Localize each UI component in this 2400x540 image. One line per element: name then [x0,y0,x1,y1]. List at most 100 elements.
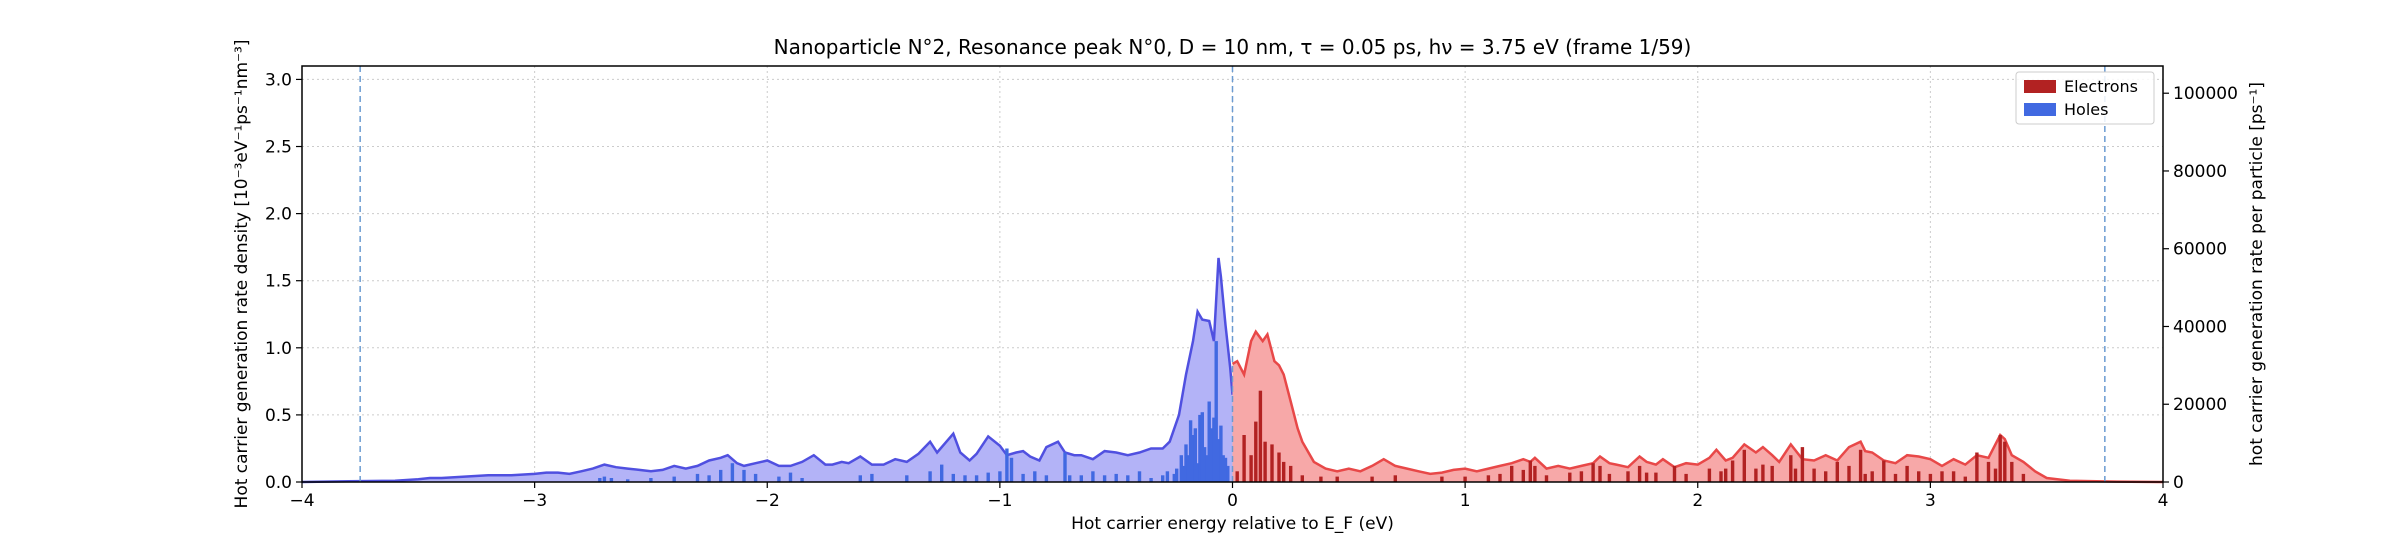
electrons-bar [1905,465,1909,482]
electrons-bar [1940,471,1944,482]
holes-bar [602,476,607,482]
y-right-tick-label: 60000 [2173,240,2227,260]
holes-bar [707,475,711,482]
electrons-bar [1654,472,1658,482]
electrons-bar [2021,473,2026,482]
electrons-bar [1498,473,1502,482]
electrons-bar [1644,472,1649,482]
x-tick-label: −2 [755,491,780,511]
x-tick-label: 4 [2158,491,2169,511]
electrons-bar [1770,465,1774,482]
holes-bar [1161,475,1165,482]
holes-bar [1198,414,1202,482]
holes-density-area [302,257,1233,482]
x-tick-label: 0 [1227,491,1238,511]
electrons-bar [1335,476,1339,482]
electrons-bar [1510,465,1514,482]
holes-bar [998,471,1002,482]
electrons-bar [1254,421,1258,482]
holes-bar [598,478,602,482]
holes-bar [695,473,700,482]
holes-bar [1102,475,1107,482]
holes-bar [1188,420,1193,482]
holes-bar [1114,473,1118,482]
holes-bar [1221,455,1225,482]
electrons-bar [1986,461,1991,482]
holes-bar [1033,471,1037,482]
electrons-bar [1626,471,1630,482]
holes-bar [1216,439,1221,482]
holes-bar [1079,475,1083,482]
y-tick-label: 1.0 [265,339,292,359]
holes-bar [1175,468,1179,482]
x-tick-label: −3 [522,491,547,511]
electrons-bar [2010,461,2014,482]
electrons-bar [1684,473,1688,482]
electrons-bar [1928,473,1933,482]
holes-bar [1044,475,1049,482]
holes-bar [800,478,804,482]
electrons-density-line [1231,329,2164,484]
electrons-bar [2003,441,2007,482]
electrons-bar [1598,465,1602,482]
chart-title: Nanoparticle N°2, Resonance peak N°0, D … [774,35,1692,59]
holes-bar [1214,341,1218,482]
electrons-bar [1463,476,1467,482]
y-right-axis-label: hot carrier generation rate per particle… [2247,82,2267,466]
holes-bar [1212,417,1216,482]
x-axis-ticks: −4 −3 −2 −1 0 1 2 3 4 [289,482,2168,511]
legend-swatch-electrons [2024,80,2056,93]
holes-bar [626,479,630,482]
electrons-bar [1835,461,1839,482]
electrons-bar [1789,455,1793,482]
y-axis-label: Hot carrier generation rate density [10⁻… [232,40,252,509]
holes-bar [905,475,909,482]
electrons-bar [1393,475,1397,482]
electrons-bar [1235,471,1239,482]
electrons-bar [1917,471,1921,482]
x-tick-label: −4 [289,491,314,511]
holes-bar [730,463,735,482]
electrons-bar [1637,465,1642,482]
electrons-bar [1847,465,1851,482]
electrons-bar [1963,476,1967,482]
legend-label-holes: Holes [2064,100,2108,119]
holes-bar [742,469,746,482]
holes-bar [1068,475,1072,482]
y-axis-ticks: 0.0 0.5 1.0 1.5 2.0 2.5 3.0 [265,70,302,493]
holes-bar [1005,448,1009,482]
electrons-bar [1800,447,1805,482]
electrons-bar [1730,460,1735,482]
electrons-bar [1370,476,1374,482]
electrons-bar [1579,471,1584,482]
legend-swatch-holes [2024,103,2056,116]
holes-bar [1009,457,1014,482]
holes-bar [672,476,676,482]
y-right-tick-label: 0 [2173,473,2184,493]
electrons-bar [1263,441,1267,482]
electrons-bar [1761,464,1765,482]
holes-bar [963,475,967,482]
x-tick-label: 1 [1460,491,1471,511]
holes-bar [940,464,944,482]
electrons-bar [1858,449,1863,482]
electrons-bar [1300,475,1304,482]
electrons-bar [1893,473,1898,482]
y-tick-label: 0.5 [265,406,292,426]
x-tick-label: −1 [987,491,1012,511]
holes-bar [1165,471,1170,482]
holes-bar [1191,435,1195,482]
holes-bar [986,472,990,482]
holes-bar [1207,401,1211,482]
holes-bar [1200,412,1204,482]
electrons-bar [1607,473,1612,482]
density-fills [301,257,2164,484]
electrons-bar [1975,452,1979,482]
holes-bar [1193,428,1197,482]
holes-bar [753,473,758,482]
holes-bar [1226,465,1230,482]
electrons-bar [1591,463,1595,482]
electrons-bar [1951,471,1956,482]
holes-bar [928,471,932,482]
